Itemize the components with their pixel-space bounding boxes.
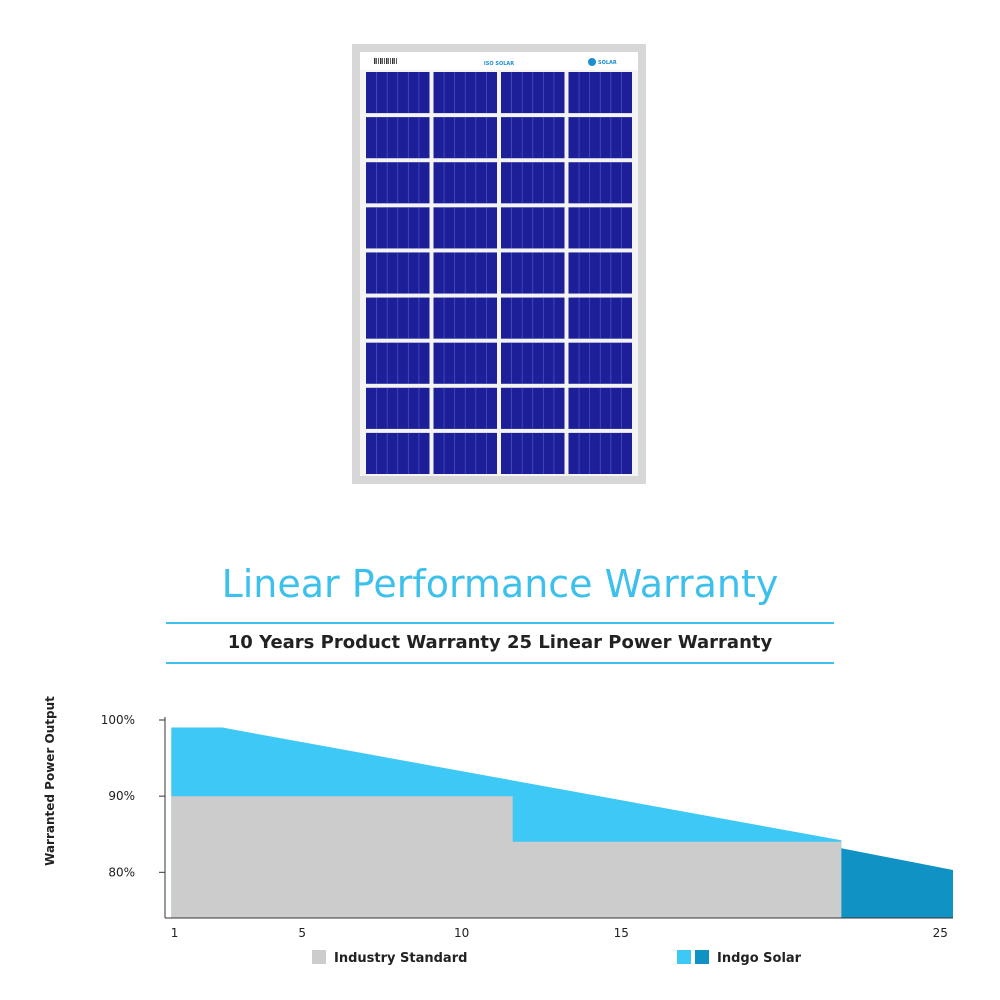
legend-swatch	[695, 950, 709, 964]
panel-label: ISO SOLAR	[484, 61, 514, 67]
barcode-bar	[374, 58, 376, 64]
barcode-bar	[380, 58, 382, 64]
legend-item: Industry Standard	[312, 950, 467, 966]
barcode-bar	[376, 58, 377, 64]
legend-swatch	[312, 950, 326, 964]
x-tick-label: 5	[298, 926, 306, 940]
y-tick-label: 80%	[108, 865, 135, 879]
x-tick-label: 10	[454, 926, 469, 940]
panel-cells	[366, 72, 632, 474]
barcode-bar	[386, 58, 388, 64]
barcode-bar	[390, 58, 391, 64]
x-tick-label: 25	[933, 926, 948, 940]
y-tick-label: 100%	[101, 713, 135, 727]
barcode-bar	[384, 58, 385, 64]
barcode-bar	[394, 58, 395, 64]
legend-label: Indgo Solar	[717, 951, 802, 966]
x-tick-label: 1	[171, 926, 179, 940]
industry-standard-area	[171, 796, 842, 918]
y-tick-label: 90%	[108, 789, 135, 803]
legend-item: Indgo Solar	[677, 950, 802, 966]
panel-brand: SOLAR	[598, 60, 617, 66]
panel-header-strip	[360, 52, 638, 70]
barcode-bar	[382, 58, 383, 64]
solar-panel-svg: ISO SOLAR SOLAR	[352, 44, 646, 484]
barcode-bar	[388, 58, 389, 64]
page-title: Linear Performance Warranty	[221, 562, 779, 606]
solar-panel-image: ISO SOLAR SOLAR	[352, 44, 646, 484]
x-tick-label: 15	[614, 926, 629, 940]
barcode-bar	[378, 58, 379, 64]
barcode-icon	[374, 58, 397, 64]
legend-swatch	[677, 950, 691, 964]
subtitle-banner: 10 Years Product Warranty 25 Linear Powe…	[166, 622, 834, 664]
barcode-bar	[396, 58, 397, 64]
brand-logo-icon	[588, 58, 596, 66]
barcode-bar	[392, 58, 394, 64]
y-axis-title: Warranted Power Output	[43, 696, 57, 866]
legend-label: Industry Standard	[334, 951, 467, 966]
subtitle-text: 10 Years Product Warranty 25 Linear Powe…	[227, 632, 773, 653]
